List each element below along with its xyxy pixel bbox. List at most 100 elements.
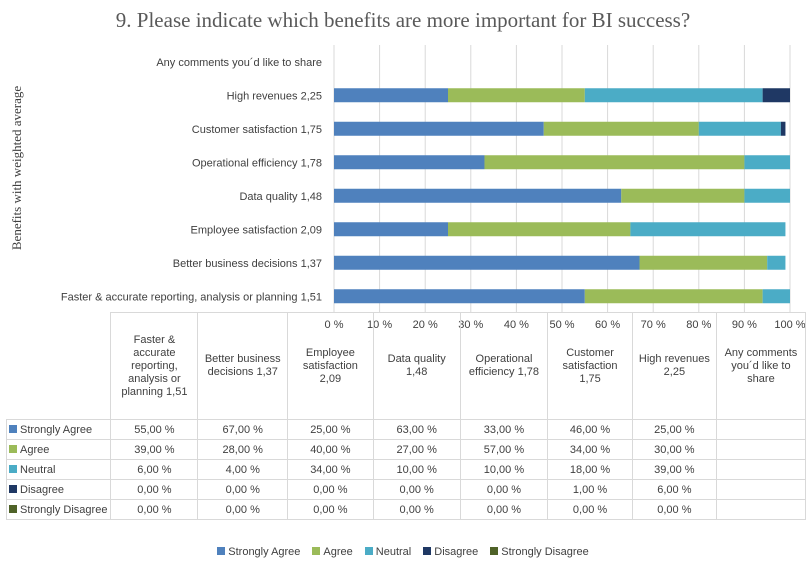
category-label: Employee satisfaction 2,09 (191, 224, 322, 236)
bar-segment (334, 155, 485, 170)
bar-segment (334, 289, 585, 304)
table-cell (715, 459, 806, 480)
bar-segment (762, 289, 790, 304)
legend-item: Agree (312, 546, 353, 558)
legend: Strongly Agree Agree Neutral Disagree Strong… (0, 546, 806, 558)
legend-item: Strongly Disagree (490, 546, 589, 558)
table-cell: 46,00 % (547, 419, 633, 440)
legend-swatch (423, 547, 432, 555)
table-cell: 28,00 % (197, 439, 289, 460)
table-row: Strongly Agree 55,00 % 67,00 % 25,00 % 63,00… (5, 419, 806, 440)
bar-segment (543, 121, 699, 136)
table-cell: 40,00 % (287, 439, 374, 460)
category-labels: Any comments you´d like to share High rev… (61, 57, 322, 304)
bar-segment (334, 121, 544, 136)
table-cell: 0,00 % (631, 499, 717, 520)
category-label: Operational efficiency 1,78 (192, 157, 322, 169)
table-cell: 0,00 % (197, 479, 289, 500)
table-cell: 0,00 % (110, 499, 199, 520)
legend-swatch (217, 547, 226, 555)
table-cell: 0,00 % (110, 479, 199, 500)
table-cell: 10,00 % (459, 459, 549, 480)
table-cell: 25,00 % (631, 419, 717, 440)
table-cell: 6,00 % (110, 459, 199, 480)
bar-segment (639, 255, 768, 270)
legend-item: Disagree (423, 546, 478, 558)
bar-segment (334, 255, 640, 270)
table-cell: 1,00 % (547, 479, 633, 500)
table-cell (715, 439, 806, 460)
legend-swatch (312, 547, 321, 555)
bar-segment (448, 222, 631, 237)
category-label: High revenues 2,25 (227, 90, 322, 102)
legend-swatch (364, 547, 373, 555)
table-cell: 30,00 % (631, 439, 717, 460)
bar-segment (630, 222, 786, 237)
table-column-header: Customer satisfaction 1,75 (547, 312, 633, 420)
table-cell: 27,00 % (372, 439, 461, 460)
category-label: Any comments you´d like to share (156, 57, 322, 69)
legend-key-swatch (9, 424, 17, 433)
table-cell: 57,00 % (459, 439, 549, 460)
table-row-label: Disagree (5, 479, 112, 500)
table-column-header: Data quality 1,48 (372, 312, 461, 420)
table-cell: 10,00 % (372, 459, 461, 480)
table-cell: 0,00 % (287, 479, 374, 500)
table-cell: 34,00 % (547, 439, 633, 460)
table-column-header: Any comments you´d like to share (715, 312, 806, 420)
table-cell: 33,00 % (459, 419, 549, 440)
table-cell: 25,00 % (287, 419, 374, 440)
category-label: Faster & accurate reporting, analysis or… (61, 291, 322, 303)
table-row-label: Neutral (5, 459, 112, 480)
table-cell (715, 499, 806, 520)
bar-segment (744, 155, 790, 170)
table-row: Agree 39,00 % 28,00 % 40,00 % 27,00 % 57,00 %… (5, 439, 806, 460)
table-cell: 67,00 % (197, 419, 289, 440)
category-label: Data quality 1,48 (239, 191, 322, 203)
table-column-header: Employee satisfaction 2,09 (287, 312, 374, 420)
table-cell: 18,00 % (547, 459, 633, 480)
gridlines (333, 45, 791, 313)
table-row: Disagree 0,00 % 0,00 % 0,00 % 0,00 % 0,00 % 1,… (5, 479, 806, 500)
table-cell: 63,00 % (372, 419, 461, 440)
bars (334, 88, 790, 304)
legend-item: Strongly Agree (217, 546, 300, 558)
data-table: Faster & accurate reporting, analysis or… (5, 312, 806, 520)
bar-segment (584, 289, 763, 304)
table-row-label: Strongly Disagree (5, 499, 112, 520)
legend-key-swatch (9, 444, 17, 453)
table-cell: 0,00 % (459, 499, 549, 520)
bar-segment (762, 88, 790, 103)
bar-segment (780, 121, 786, 136)
table-cell: 39,00 % (631, 459, 717, 480)
stacked-bar-chart: Any comments you´d like to share High rev… (61, 45, 806, 330)
bar-segment (767, 255, 786, 270)
legend-key-swatch (9, 464, 17, 473)
bar-segment (484, 155, 745, 170)
table-cell: 6,00 % (631, 479, 717, 500)
table-row: Strongly Disagree 0,00 % 0,00 % 0,00 % 0,00 … (5, 499, 806, 520)
table-corner (6, 312, 112, 420)
table-cell: 39,00 % (110, 439, 199, 460)
bar-segment (334, 188, 622, 203)
table-cell (715, 479, 806, 500)
legend-key-swatch (9, 504, 17, 513)
category-label: Customer satisfaction 1,75 (192, 124, 322, 136)
table-cell: 55,00 % (110, 419, 199, 440)
category-label: Better business decisions 1,37 (173, 258, 322, 270)
bar-segment (698, 121, 781, 136)
table-column-header: Operational efficiency 1,78 (459, 312, 549, 420)
table-cell (715, 419, 806, 440)
table-cell: 0,00 % (547, 499, 633, 520)
table-cell: 0,00 % (197, 499, 289, 520)
table-column-header: High revenues 2,25 (631, 312, 717, 420)
table-cell: 0,00 % (459, 479, 549, 500)
table-row: Neutral 6,00 % 4,00 % 34,00 % 10,00 % 10,00 %… (5, 459, 806, 480)
bar-segment (584, 88, 763, 103)
table-cell: 0,00 % (372, 499, 461, 520)
table-cell: 34,00 % (287, 459, 374, 480)
table-cell: 0,00 % (287, 499, 374, 520)
legend-key-swatch (9, 484, 17, 493)
bar-segment (621, 188, 745, 203)
legend-swatch (490, 547, 499, 555)
